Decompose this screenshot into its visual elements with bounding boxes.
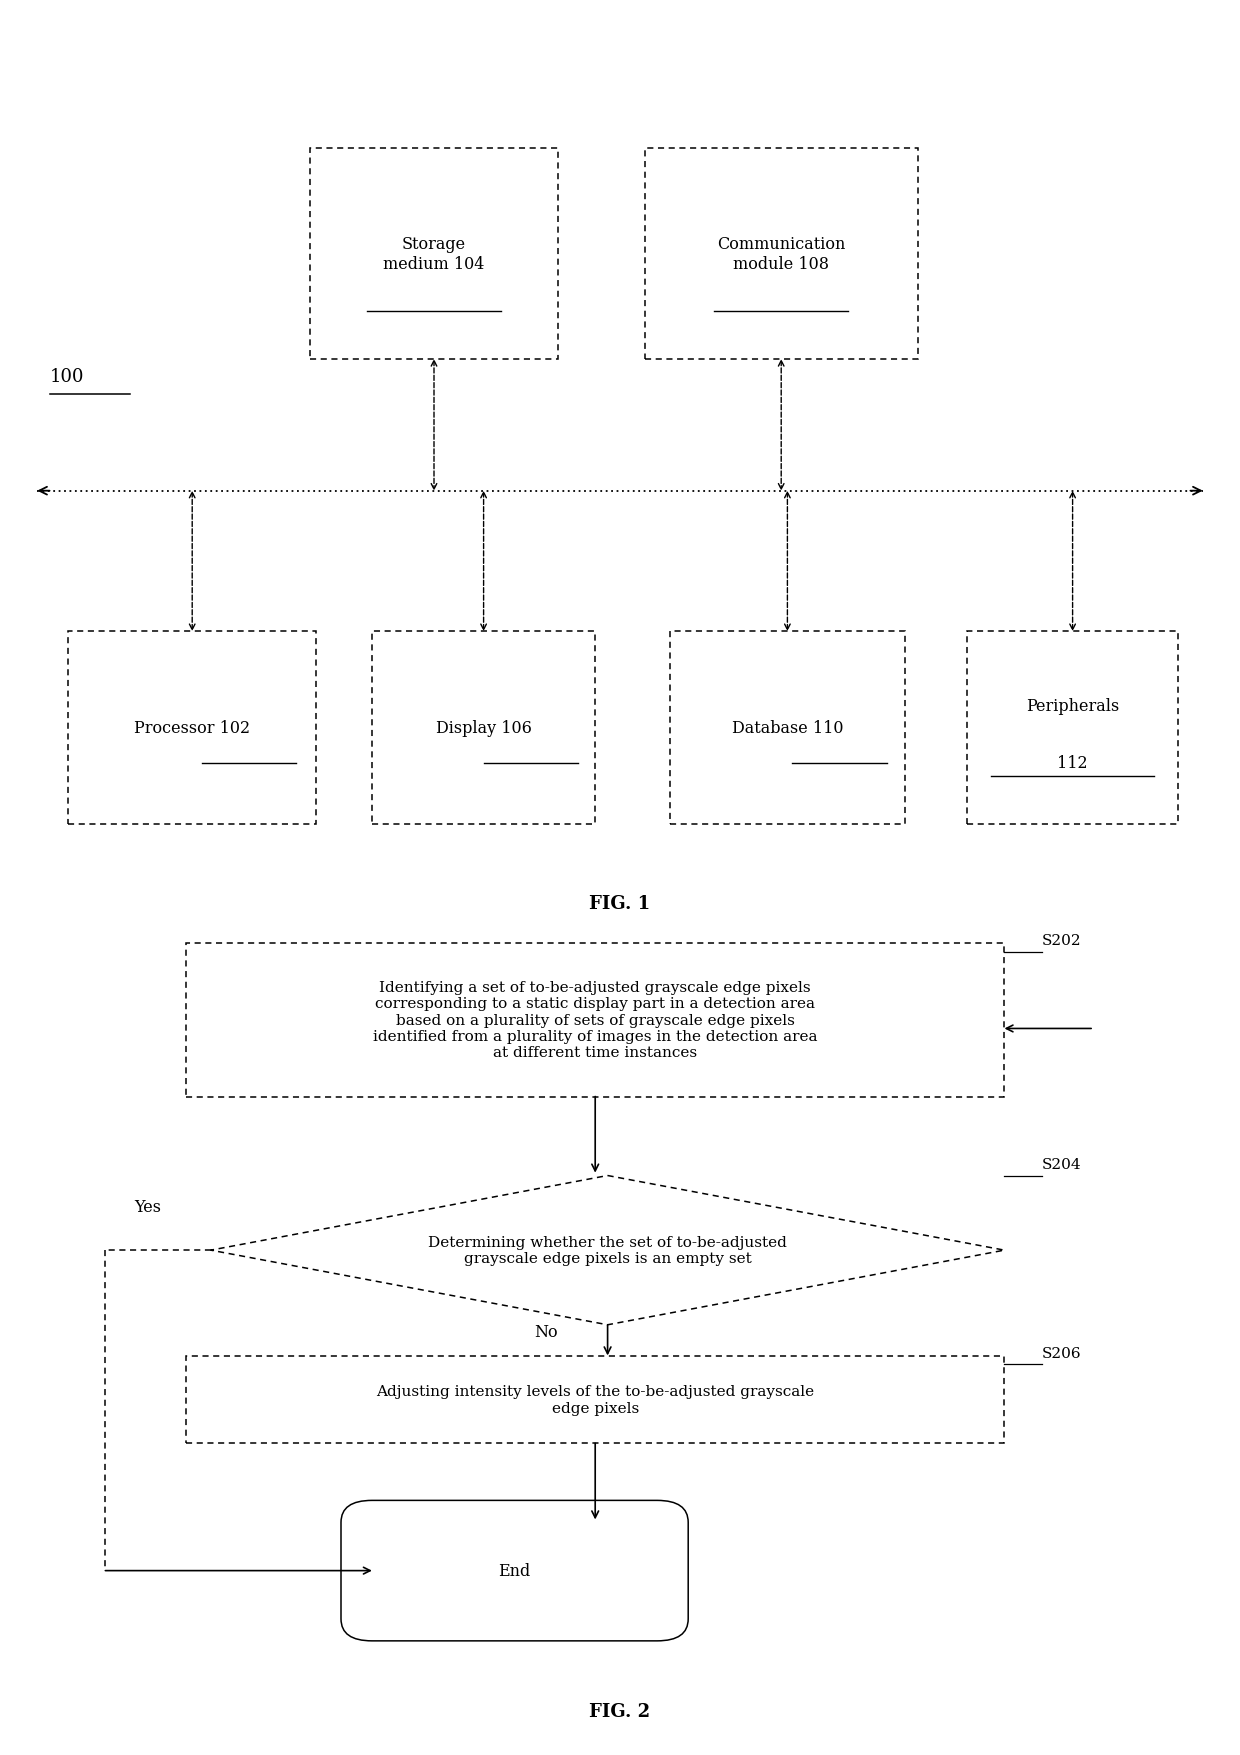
Text: Processor 102: Processor 102	[134, 720, 250, 737]
Text: Display 106: Display 106	[435, 720, 532, 737]
Text: Database 110: Database 110	[732, 720, 843, 737]
Bar	[186, 944, 1004, 1097]
Text: S204: S204	[1042, 1158, 1081, 1172]
Text: Adjusting intensity levels of the to-be-adjusted grayscale
edge pixels: Adjusting intensity levels of the to-be-…	[376, 1385, 815, 1415]
Text: End: End	[498, 1562, 531, 1580]
Bar	[670, 632, 905, 825]
Text: Peripherals: Peripherals	[1025, 698, 1120, 714]
Text: 112: 112	[1058, 755, 1087, 772]
Bar	[310, 149, 558, 360]
Text: Identifying a set of to-be-adjusted grayscale edge pixels
corresponding to a sta: Identifying a set of to-be-adjusted gray…	[373, 981, 817, 1060]
Text: Communication
module 108: Communication module 108	[717, 237, 846, 272]
Bar	[967, 632, 1178, 825]
Text: Storage
medium 104: Storage medium 104	[383, 237, 485, 272]
Bar	[186, 1355, 1004, 1443]
Bar	[68, 632, 316, 825]
Text: Determining whether the set of to-be-adjusted
grayscale edge pixels is an empty : Determining whether the set of to-be-adj…	[428, 1236, 787, 1265]
Text: 100: 100	[50, 369, 84, 386]
FancyBboxPatch shape	[341, 1501, 688, 1641]
Text: FIG. 2: FIG. 2	[589, 1702, 651, 1720]
Text: S202: S202	[1042, 934, 1081, 948]
Text: Yes: Yes	[134, 1199, 161, 1214]
Text: S206: S206	[1042, 1346, 1081, 1360]
Text: No: No	[534, 1323, 558, 1341]
Bar	[372, 632, 595, 825]
Text: FIG. 1: FIG. 1	[589, 895, 651, 913]
Bar	[645, 149, 918, 360]
